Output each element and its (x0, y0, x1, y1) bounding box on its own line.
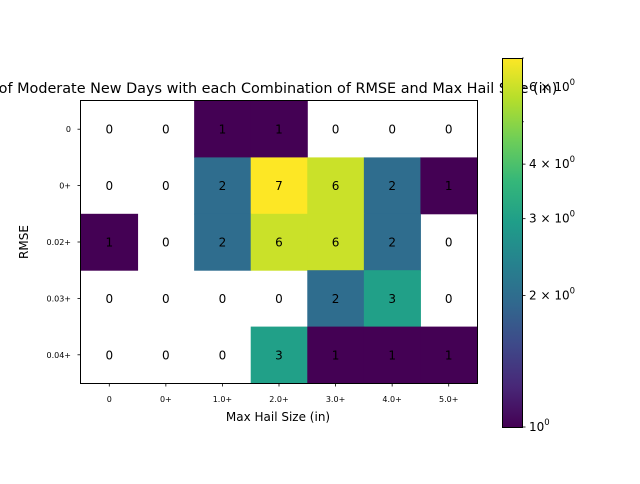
cell-value-label: 0 (162, 123, 170, 137)
cell-value-label: 0 (162, 236, 170, 250)
cell-value-label: 2 (388, 179, 396, 193)
y-axis-label: RMSE (17, 225, 31, 259)
cell-value-label: 2 (219, 179, 227, 193)
cell-value-label: 3 (388, 292, 396, 306)
cell-value-label: 0 (219, 348, 227, 362)
y-tick-label: 0 (66, 125, 71, 134)
cell-value-label: 0 (445, 123, 453, 137)
heatmap-cell (363, 157, 421, 215)
heatmap-cells (81, 101, 478, 384)
cell-value-label: 1 (275, 123, 283, 137)
cell-value-label: 7 (275, 179, 283, 193)
heatmap-cell (250, 101, 308, 158)
cell-value-label: 0 (105, 348, 113, 362)
cell-value-label: 0 (388, 123, 396, 137)
cell-value-label: 0 (162, 292, 170, 306)
x-tick-label: 1.0+ (213, 395, 232, 404)
cell-value-label: 0 (162, 179, 170, 193)
heatmap-cell (420, 157, 478, 215)
colorbar: 100 2 × 100 3 × 100 4 × 100 6 × 100 (502, 57, 575, 434)
x-tick-label: 4.0+ (382, 395, 401, 404)
cell-value-label: 1 (445, 179, 453, 193)
heatmap-cell (420, 326, 478, 384)
cell-value-label: 0 (105, 123, 113, 137)
chart-title: of Moderate New Days with each Combinati… (0, 81, 557, 97)
heatmap-cell (307, 213, 365, 271)
cell-value-label: 1 (105, 236, 113, 250)
x-tick-label: 0+ (160, 395, 172, 404)
y-axis-ticks: 0 0+ 0.02+ 0.03+ 0.04+ (46, 125, 81, 360)
cell-value-label: 0 (332, 123, 340, 137)
heatmap-cell (194, 213, 252, 271)
cell-value-label: 0 (445, 236, 453, 250)
x-axis-ticks: 0 0+ 1.0+ 2.0+ 3.0+ 4.0+ 5.0+ (107, 383, 458, 404)
cell-value-label: 3 (275, 348, 283, 362)
y-tick-label: 0.03+ (46, 294, 71, 303)
heatmap-cell (307, 326, 365, 384)
cell-value-label: 0 (219, 292, 227, 306)
cell-value-label: 1 (388, 348, 396, 362)
colorbar-tick-label: 2 × 100 (529, 287, 575, 303)
cell-value-label: 0 (105, 179, 113, 193)
cell-value-label: 0 (105, 292, 113, 306)
colorbar-ticks: 100 2 × 100 3 × 100 4 × 100 6 × 100 (522, 57, 575, 434)
colorbar-tick-label: 100 (529, 418, 550, 434)
x-tick-label: 0 (107, 395, 112, 404)
cell-value-label: 6 (275, 236, 283, 250)
heatmap-cell (194, 101, 252, 158)
heatmap-cell (250, 326, 308, 384)
cell-value-label: 0 (445, 292, 453, 306)
colorbar-tick-label: 3 × 100 (529, 210, 575, 226)
heatmap-cell (307, 157, 365, 215)
cell-value-label: 2 (219, 236, 227, 250)
heatmap-cell (363, 270, 421, 328)
cell-value-label: 0 (162, 348, 170, 362)
colorbar-frame (502, 58, 523, 428)
heatmap-cell (81, 213, 139, 271)
heatmap-cell (250, 213, 308, 271)
colorbar-gradient (502, 58, 522, 427)
heatmap-cell (194, 157, 252, 215)
heatmap-cell (250, 157, 308, 215)
cell-value-label: 1 (445, 348, 453, 362)
cell-value-label: 2 (388, 236, 396, 250)
x-tick-label: 5.0+ (439, 395, 458, 404)
heatmap-cell (363, 213, 421, 271)
heatmap-cell (363, 326, 421, 384)
colorbar-tick-label: 4 × 100 (529, 155, 575, 171)
colorbar-tick-label: 6 × 100 (529, 78, 575, 94)
x-tick-label: 2.0+ (269, 395, 288, 404)
cell-value-label: 6 (332, 236, 340, 250)
cell-value-label: 6 (332, 179, 340, 193)
x-tick-label: 3.0+ (326, 395, 345, 404)
y-tick-label: 0.02+ (46, 238, 71, 247)
x-axis-label: Max Hail Size (in) (226, 410, 330, 424)
cell-value-label: 2 (332, 292, 340, 306)
cell-value-label: 0 (275, 292, 283, 306)
cell-value-label: 1 (332, 348, 340, 362)
cell-value-labels: 0 0 1 1 0 0 0 0 0 2 7 6 2 1 1 0 2 6 6 2 0 0 0 0 0 2 3 0 0 0 0 3 1 1 1 (105, 123, 452, 363)
heatmap-cell (307, 270, 365, 328)
y-tick-label: 0.04+ (46, 351, 71, 360)
cell-value-label: 1 (219, 123, 227, 137)
y-tick-label: 0+ (59, 182, 71, 191)
